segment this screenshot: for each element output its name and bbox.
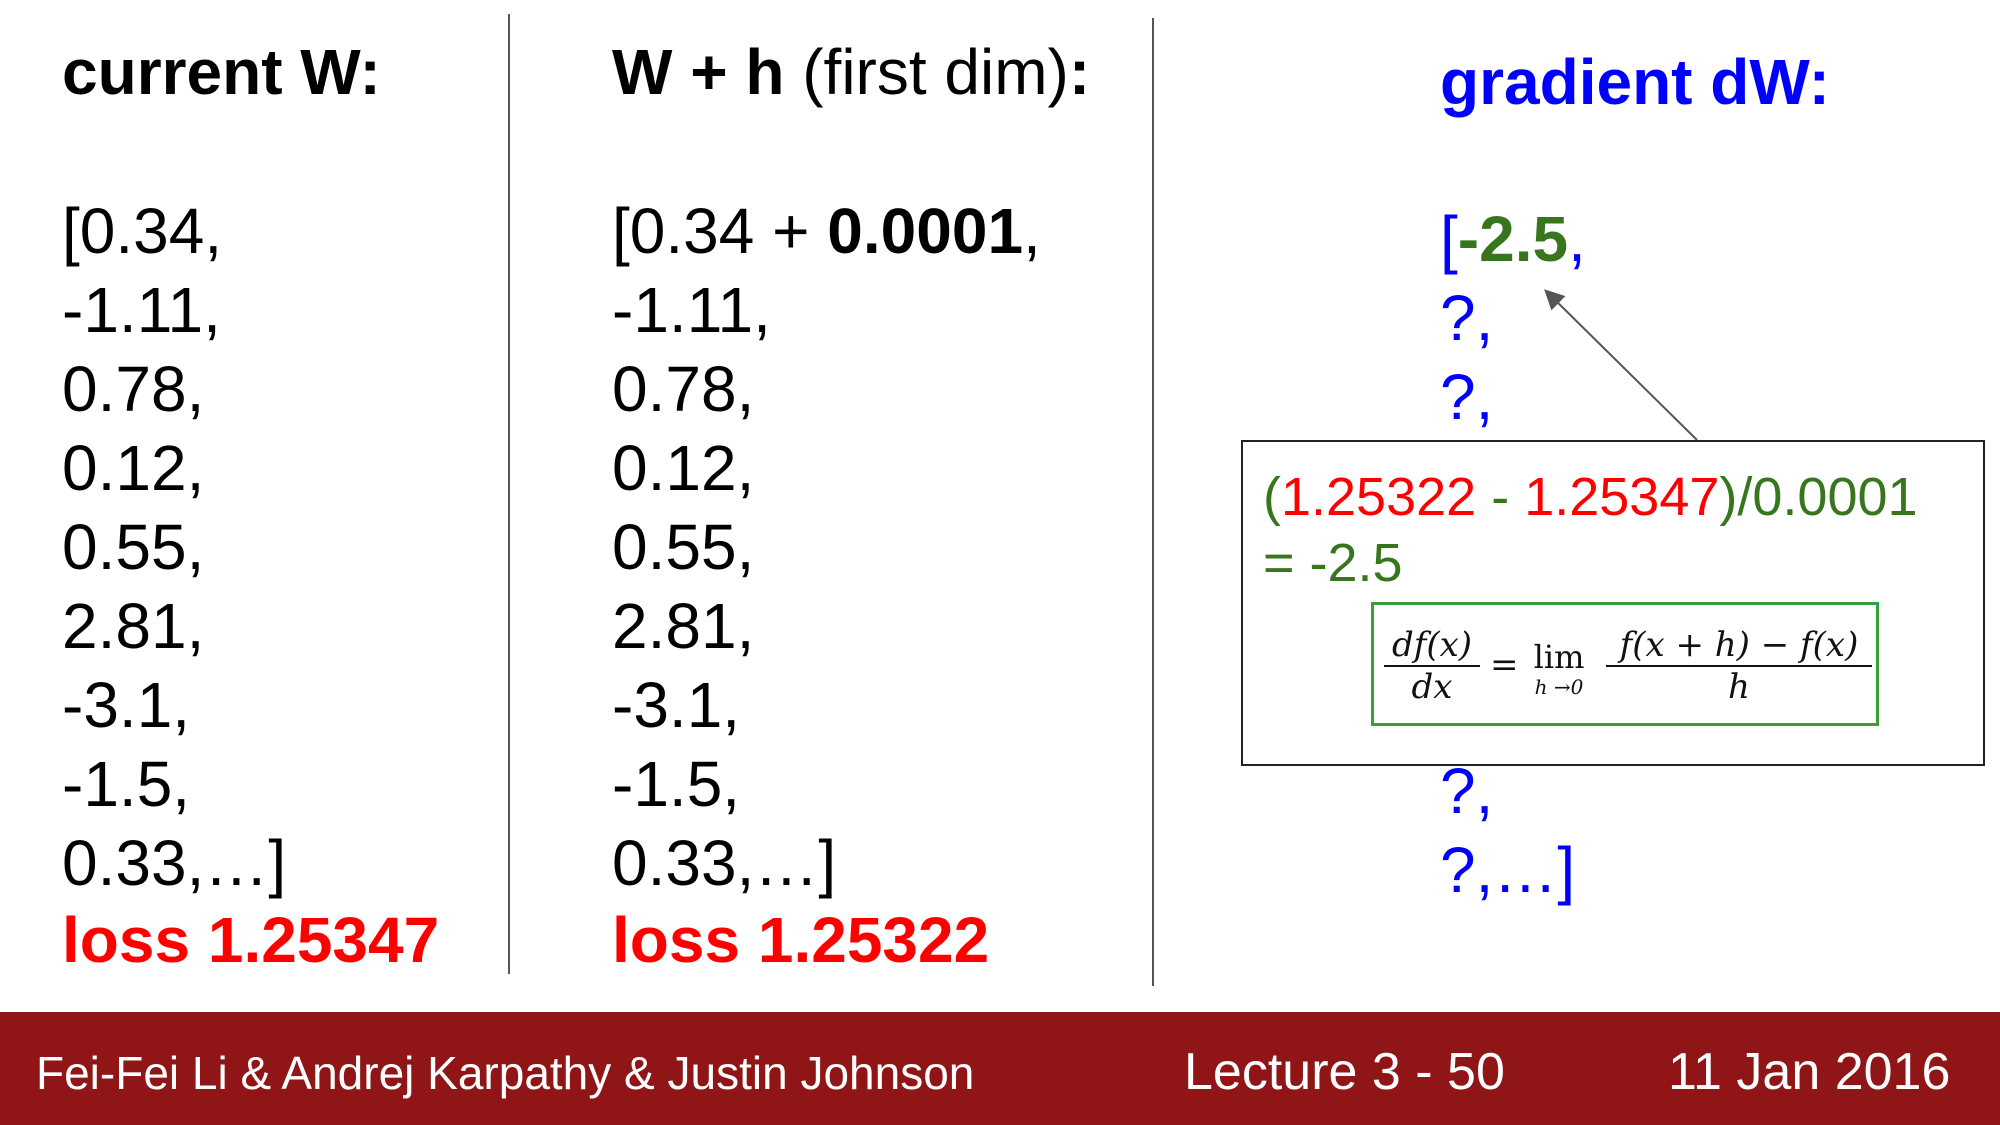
open-paren: ( [1263,467,1281,527]
weight-value: -1.5, [612,748,741,820]
weight-value: 0.55, [62,511,205,583]
weight-value: -3.1, [612,669,741,741]
formula-rhs-denominator: h [1728,667,1750,707]
formula-rhs-fraction: f(x + h) − f(x) h [1606,625,1872,707]
gradient-values-top: [-2.5, ?, ?, [1440,200,1586,437]
footer-lecture: Lecture 3 - 50 [1184,1043,1505,1101]
weight-value: 0.78, [612,353,755,425]
formula-lhs-fraction: df(x) dx [1384,625,1480,707]
w-plus-h-loss: loss 1.25322 [612,904,990,976]
weight-value: 0.33,…] [612,827,837,899]
gradient-title: gradient dW: [1440,46,1830,118]
finite-difference-expression: (1.25322 - 1.25347)/0.0001 = -2.5 [1263,464,1918,596]
divide-by-h: )/0.0001 [1719,467,1918,527]
weight-value: 0.12, [612,432,755,504]
formula-lim: lim [1533,638,1585,676]
current-w-title: current W: [62,40,381,104]
weight-value: 0.33,…] [62,827,287,899]
column-divider-1 [508,14,510,974]
w-plus-h-values: [0.34 + 0.0001, -1.11, 0.78, 0.12, 0.55, 2.8… [612,192,1041,903]
current-w-title-text: current W: [62,36,381,108]
footer-date: 11 Jan 2016 [1668,1043,1951,1101]
formula-lim-subscript: h →0 [1534,675,1584,699]
loss-old: 1.25347 [1524,467,1720,527]
w-plus-h-first-value: [0.34 + 0.0001, [612,192,1041,271]
fraction-bar [1384,665,1480,667]
current-w-loss: loss 1.25347 [62,904,440,976]
fraction-bar [1606,665,1872,667]
column-divider-2 [1152,18,1154,986]
weight-value: -3.1, [62,669,191,741]
gradient-first-comma: , [1568,203,1586,275]
current-w-values: [0.34, -1.11, 0.78, 0.12, 0.55, 2.81, -3.1, -1.… [62,192,286,903]
gradient-value-unknown: ?, [1440,755,1494,827]
gradient-value-unknown: ?,…] [1440,834,1576,906]
first-value-comma: , [1023,195,1041,267]
weight-value: 2.81, [62,590,205,662]
slide-footer: Fei-Fei Li & Andrej Karpathy & Justin Jo… [0,1012,2000,1125]
formula-lhs-denominator: dx [1411,667,1453,707]
formula-limit: lim h →0 [1524,639,1594,699]
gradient-open-bracket: [ [1440,203,1458,275]
loss-new: 1.25322 [1280,467,1477,527]
gradient-value-unknown: ?, [1440,361,1494,433]
first-value-h: 0.0001 [827,195,1024,267]
weight-value: [0.34, [62,195,223,267]
weight-value: 2.81, [612,590,755,662]
formula-lhs-numerator: df(x) [1391,625,1473,665]
gradient-value-unknown: ?, [1440,282,1494,354]
gradient-values-bottom: ?, ?,…] [1440,752,1575,910]
formula-equals: = [1490,645,1519,685]
minus-sign: - [1476,467,1525,527]
result-line: = -2.5 [1263,533,1403,593]
w-plus-h-remaining-values: -1.11, 0.78, 0.12, 0.55, 2.81, -3.1, -1.5, 0.33… [612,271,1041,903]
w-plus-h-title-colon: : [1068,36,1091,108]
difference-line: (1.25322 - 1.25347)/0.0001 [1263,464,1918,530]
weight-value: 0.78, [62,353,205,425]
gradient-first-value: [-2.5, [1440,200,1586,279]
derivative-definition-formula: df(x) dx = lim h →0 f(x + h) − f(x) h [1371,602,1879,726]
footer-authors: Fei-Fei Li & Andrej Karpathy & Justin Jo… [36,1047,975,1099]
weight-value: -1.5, [62,748,191,820]
first-value-prefix: [0.34 + [612,195,828,267]
weight-value: -1.11, [612,274,771,346]
w-plus-h-title-bold: W + h [612,36,785,108]
weight-value: 0.55, [612,511,755,583]
weight-value: -1.11, [62,274,221,346]
gradient-computed-value: -2.5 [1457,203,1569,275]
weight-value: 0.12, [62,432,205,504]
w-plus-h-title: W + h (first dim): [612,40,1090,104]
gradient-computation-box: (1.25322 - 1.25347)/0.0001 = -2.5 df(x) … [1241,440,1985,766]
w-plus-h-title-note: (first dim) [784,36,1069,108]
formula-rhs-numerator: f(x + h) − f(x) [1619,625,1859,665]
